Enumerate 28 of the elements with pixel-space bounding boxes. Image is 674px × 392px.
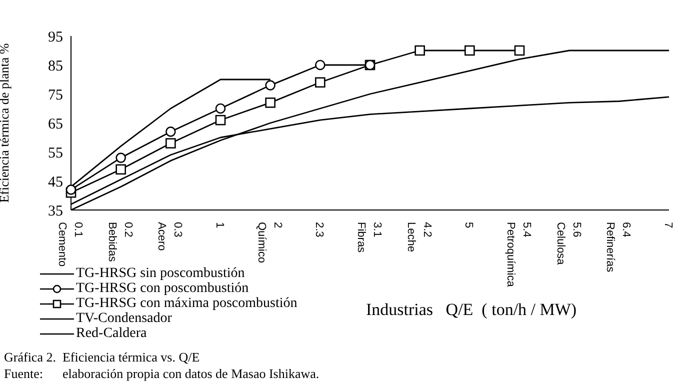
x-tick-label: Fibras 3.1 (355, 222, 383, 254)
legend-label: TG-HRSG sin poscombustión (76, 266, 245, 281)
x-tick-label: Refinerías 6.4 (604, 222, 632, 273)
x-tick-label: 1 (214, 222, 226, 228)
x-axis-title: Industrias Q/E ( ton/h / MW) (366, 300, 577, 320)
legend-label: TG-HRSG con máxima poscombustión (76, 296, 298, 311)
legend-label: TV-Condensador (76, 311, 172, 326)
x-tick-label: 2.3 (313, 222, 326, 238)
y-tick-label: 45 (48, 174, 63, 190)
y-tick-label: 35 (48, 203, 63, 220)
x-tick-label: Celulosa 5.6 (554, 222, 582, 266)
y-tick-label: 55 (48, 145, 63, 162)
legend-label: TG-HRSG con poscombustión (76, 281, 249, 296)
x-tick-label: Químico 2 (255, 222, 284, 263)
y-tick-label: 95 (48, 29, 63, 46)
x-tick-label: 7 (662, 222, 674, 228)
x-tick-label: Petroquímica 5.4 (504, 222, 532, 288)
y-tick-label: 75 (48, 87, 63, 104)
legend-label: Red-Caldera (76, 326, 147, 341)
x-tick-label: Acero 0.3 (156, 222, 184, 251)
x-tick-label: 5 (462, 222, 475, 228)
y-tick-label: 65 (48, 116, 63, 132)
x-tick-label: Cemento 0.1 (56, 222, 84, 267)
x-tick-label: Bebidas 0.2 (106, 222, 134, 262)
text: Gráfica 2. Eficiencia térmica vs. Q/E (4, 349, 200, 364)
x-tick-label: Leche 4.2 (404, 222, 433, 252)
source-note: Fuente: elaboración propia con datos de Masao Ishikawa. (4, 366, 320, 382)
y-tick-label: 85 (48, 58, 63, 74)
